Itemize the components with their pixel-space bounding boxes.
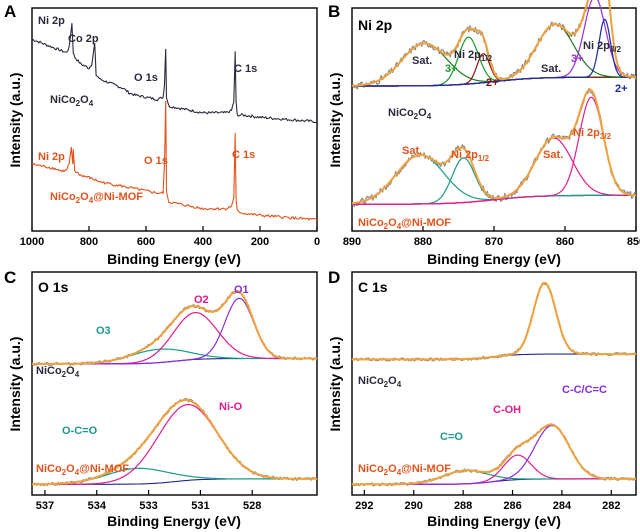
x-tick-label: 1000 [20, 236, 44, 248]
peak-label: Co 2p [68, 33, 99, 45]
panel-d: D C 1s 292 290 288 286 284 282 C-OH C-C/C=C C=O… [327, 268, 637, 529]
panel-title-b: Ni 2p [358, 17, 392, 33]
peak-label: 2+ [486, 77, 499, 89]
panel-title-d: C 1s [358, 279, 388, 295]
sample-label: NiCo2O4 [50, 94, 94, 108]
x-tick-label: 533 [139, 500, 157, 512]
x-tick-label: 600 [137, 236, 155, 248]
series-line-nico2o4-ni-mof [31, 100, 318, 221]
x-tick-label: 890 [343, 236, 361, 248]
peak-label: C 1s [234, 63, 257, 75]
x-tick-label: 290 [405, 500, 423, 512]
x-tick-label: 288 [454, 500, 472, 512]
peak-label: Ni 2p1/2 [451, 149, 490, 163]
panel-label-d: D [328, 268, 340, 287]
x-tick-label: 0 [314, 236, 320, 248]
plot-frame-a [31, 7, 318, 232]
x-tick-label: 200 [251, 236, 269, 248]
plot-frame-c [31, 271, 318, 496]
x-tick-label: 292 [355, 500, 373, 512]
x-tick-label: 880 [414, 236, 432, 248]
y-axis-label-a: Intensity (a.u.) [7, 73, 23, 168]
x-tick-label: 537 [36, 500, 54, 512]
x-tick-label: 528 [243, 500, 261, 512]
peak-label: Ni 2p3/2 [583, 40, 622, 54]
fit-envelope [352, 281, 636, 361]
x-tick-label: 800 [80, 236, 98, 248]
peak-label: Sat. [402, 145, 422, 157]
sample-label: NiCo2O4 [388, 107, 432, 121]
x-tick-label: 860 [556, 236, 574, 248]
peak-label: O3 [96, 325, 111, 337]
peak-label: O 1s [134, 72, 158, 84]
x-axis-label-c: Binding Energy (eV) [107, 513, 241, 529]
series-line-nico2o4 [31, 22, 318, 124]
peak-label: O1 [234, 284, 249, 296]
x-axis-label-d: Binding Energy (eV) [427, 513, 561, 529]
peak-label: 3+ [445, 63, 458, 75]
peak-label: Ni 2p [38, 151, 65, 163]
peak-label: C-C/C=C [562, 384, 607, 396]
sample-label: NiCo2O4@Ni-MOF [358, 217, 451, 231]
y-axis-label-c: Intensity (a.u.) [7, 337, 23, 432]
peak-label: Ni 2p1/2 [454, 49, 493, 63]
y-axis-label-d: Intensity (a.u.) [327, 337, 343, 432]
peak-label: C=O [440, 431, 463, 443]
x-tick-label: 284 [553, 500, 572, 512]
x-tick-label: 534 [88, 500, 107, 512]
fit-envelope [351, 88, 636, 205]
panel-c: C O 1s 537 534 533 531 528 O3 O2 O1 O-C=O Ni-O Ni… [4, 268, 318, 529]
x-axis-label-a: Binding Energy (eV) [107, 251, 241, 267]
peak-label: Ni 2p [38, 15, 65, 27]
x-tick-label: 850 [627, 236, 640, 248]
fit-envelope [352, 423, 636, 486]
fit-envelope [32, 290, 317, 365]
panel-title-c: O 1s [38, 279, 69, 295]
peak-label: Sat. [412, 55, 432, 67]
peak-label: Sat. [541, 63, 561, 75]
peak-label: 3+ [571, 53, 584, 65]
panel-label-c: C [4, 268, 16, 287]
sample-label: NiCo2O4@Ni-MOF [50, 191, 143, 205]
x-tick-label: 870 [485, 236, 503, 248]
peak-label: Ni 2p3/2 [573, 127, 612, 141]
panel-label-a: A [4, 2, 16, 21]
peak-label: C-OH [493, 404, 521, 416]
x-tick-label: 282 [602, 500, 620, 512]
peak-label: C 1s [232, 149, 255, 161]
x-tick-label: 400 [194, 236, 212, 248]
raw-spectrum [351, 282, 637, 362]
panel-b: B Ni 2p 890880870860850 Sat.3+Ni 2p1/22+… [327, 0, 640, 267]
peak-label: O-C=O [62, 425, 98, 437]
sample-label: NiCo2O4 [358, 375, 402, 389]
fit-component [351, 154, 636, 204]
peak-label: O2 [194, 294, 209, 306]
peak-label: 2+ [615, 83, 628, 95]
plot-frame-d [351, 271, 637, 496]
panel-label-b: B [328, 2, 340, 21]
fit-envelope [31, 399, 317, 486]
fit-envelope [351, 0, 636, 87]
peak-label: O 1s [144, 155, 168, 167]
fit-component [352, 96, 636, 205]
x-axis-label-b: Binding Energy (eV) [427, 251, 561, 267]
raw-spectrum [31, 289, 318, 366]
sample-label: NiCo2O4@Ni-MOF [36, 463, 129, 477]
y-axis-label-b: Intensity (a.u.) [327, 73, 343, 168]
fit-component [352, 18, 636, 87]
sample-label: NiCo2O4@Ni-MOF [358, 463, 451, 477]
peak-label: Sat. [543, 149, 563, 161]
sample-label: NiCo2O4 [36, 365, 80, 379]
peak-label: Ni-O [219, 401, 243, 413]
x-tick-label: 286 [503, 500, 521, 512]
x-tick-label: 531 [191, 500, 209, 512]
fit-component [352, 137, 636, 205]
